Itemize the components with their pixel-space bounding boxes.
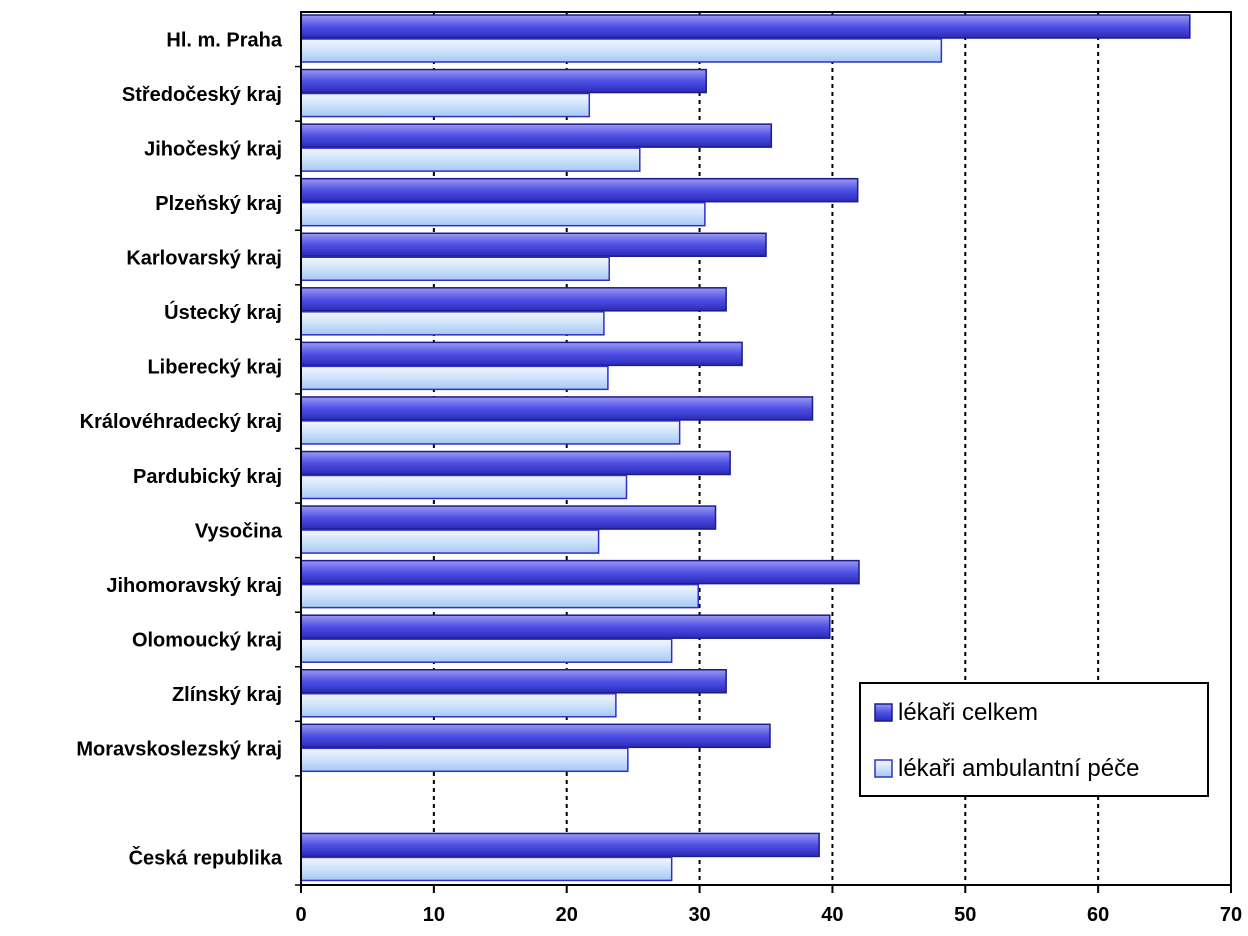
- bar-lekari-ambulantni-pece: [300, 256, 610, 281]
- x-tick-label: 0: [295, 904, 306, 926]
- legend-swatch: [874, 759, 893, 778]
- x-tick-label: 40: [821, 904, 843, 926]
- bar-lekari-celkem: [300, 559, 860, 585]
- category-label: Pardubický kraj: [133, 466, 282, 488]
- x-tick-label: 60: [1087, 904, 1109, 926]
- bar-lekari-celkem: [300, 669, 727, 694]
- category-label: Karlovarský kraj: [126, 248, 282, 270]
- bar-lekari-celkem: [300, 68, 707, 94]
- bar-lekari-celkem: [300, 232, 767, 257]
- bar-lekari-ambulantni-pece: [300, 38, 943, 63]
- category-label: Vysočina: [195, 520, 283, 542]
- category-label: Královéhradecký kraj: [80, 411, 282, 433]
- category-label: Jihočeský kraj: [144, 138, 282, 160]
- legend-label: lékaři celkem: [898, 699, 1038, 726]
- category-label: Středočeský kraj: [122, 84, 282, 106]
- category-label: Jihomoravský kraj: [106, 575, 282, 597]
- category-label: Česká republika: [129, 846, 283, 870]
- bar-lekari-celkem: [300, 177, 859, 203]
- legend-box: [859, 682, 1209, 797]
- bar-lekari-celkem: [300, 341, 743, 367]
- x-tick-label: 10: [423, 904, 445, 926]
- legend-label: lékaři ambulantní péče: [898, 755, 1139, 782]
- bar-lekari-celkem: [300, 832, 820, 858]
- bar-lekari-celkem: [300, 396, 814, 421]
- bar-lekari-ambulantni-pece: [300, 856, 673, 882]
- category-label: Ústecký kraj: [164, 300, 282, 324]
- bar-lekari-ambulantni-pece: [300, 638, 673, 663]
- x-tick-label: 50: [954, 904, 976, 926]
- bar-lekari-celkem: [300, 14, 1191, 39]
- bar-lekari-ambulantni-pece: [300, 365, 609, 391]
- x-tick-label: 30: [688, 904, 710, 926]
- bar-series: [300, 14, 1191, 882]
- x-axis: 0 10 20 30 40 50 60 70: [295, 885, 1242, 926]
- category-label: Plzeňský kraj: [155, 193, 282, 215]
- bar-lekari-ambulantni-pece: [300, 693, 617, 718]
- category-label: Olomoucký kraj: [132, 629, 282, 651]
- bar-lekari-ambulantni-pece: [300, 420, 681, 445]
- x-tick-label: 70: [1220, 904, 1242, 926]
- bar-lekari-ambulantni-pece: [300, 747, 629, 773]
- x-tick-label: 20: [556, 904, 578, 926]
- bar-lekari-ambulantni-pece: [300, 311, 605, 336]
- bar-lekari-celkem: [300, 505, 717, 530]
- legend: lékaři celkem lékaři ambulantní péče: [859, 682, 1209, 797]
- category-label: Zlínský kraj: [172, 684, 282, 706]
- category-label: Hl. m. Praha: [166, 29, 282, 51]
- category-label: Moravskoslezský kraj: [76, 739, 282, 761]
- bar-lekari-ambulantni-pece: [300, 583, 699, 609]
- bar-lekari-celkem: [300, 614, 831, 639]
- bar-lekari-celkem: [300, 287, 727, 312]
- bar-lekari-celkem: [300, 450, 731, 476]
- category-label: Liberecký kraj: [147, 357, 282, 379]
- bar-lekari-ambulantni-pece: [300, 92, 591, 118]
- bar-lekari-ambulantni-pece: [300, 201, 706, 227]
- bar-lekari-celkem: [300, 723, 771, 749]
- bar-lekari-ambulantni-pece: [300, 529, 600, 554]
- y-axis-categories: Hl. m. Praha Středočeský kraj Jihočeský kr…: [76, 29, 301, 886]
- legend-swatch: [874, 703, 893, 722]
- bar-lekari-celkem: [300, 123, 773, 148]
- bar-lekari-ambulantni-pece: [300, 474, 628, 500]
- bar-lekari-ambulantni-pece: [300, 147, 641, 172]
